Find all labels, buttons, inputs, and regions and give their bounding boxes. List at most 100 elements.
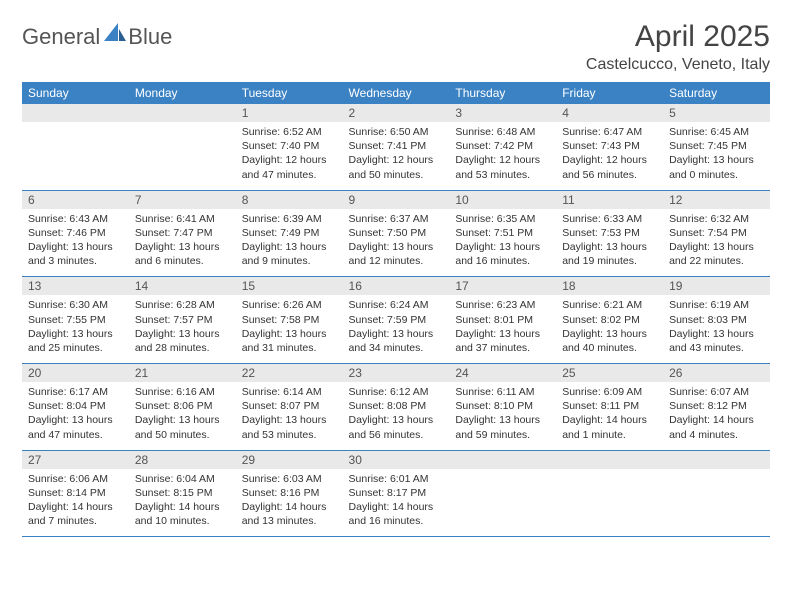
day-detail-line: Daylight: 12 hours and 50 minutes. [349,153,444,181]
calendar-cell: 15Sunrise: 6:26 AMSunset: 7:58 PMDayligh… [236,277,343,364]
day-detail-line: Sunset: 8:02 PM [562,313,657,327]
calendar-cell: 10Sunrise: 6:35 AMSunset: 7:51 PMDayligh… [449,190,556,277]
day-detail-line: Daylight: 13 hours and 22 minutes. [669,240,764,268]
day-detail-line: Daylight: 13 hours and 28 minutes. [135,327,230,355]
day-number: 3 [449,104,556,122]
day-detail-line: Daylight: 13 hours and 53 minutes. [242,413,337,441]
day-detail-line: Sunset: 7:46 PM [28,226,123,240]
day-detail-line: Daylight: 13 hours and 19 minutes. [562,240,657,268]
calendar-cell: 5Sunrise: 6:45 AMSunset: 7:45 PMDaylight… [663,104,770,190]
day-detail-line: Daylight: 12 hours and 53 minutes. [455,153,550,181]
calendar-week-row: 6Sunrise: 6:43 AMSunset: 7:46 PMDaylight… [22,190,770,277]
day-number: 7 [129,191,236,209]
day-detail-line: Sunset: 7:47 PM [135,226,230,240]
brand-logo: General Blue [22,24,172,50]
day-number [556,451,663,469]
day-detail-line: Sunset: 7:40 PM [242,139,337,153]
day-number: 13 [22,277,129,295]
day-detail-line: Daylight: 13 hours and 3 minutes. [28,240,123,268]
day-detail-line: Sunset: 8:10 PM [455,399,550,413]
day-details: Sunrise: 6:50 AMSunset: 7:41 PMDaylight:… [343,122,450,190]
day-number: 24 [449,364,556,382]
day-detail-line: Daylight: 13 hours and 56 minutes. [349,413,444,441]
day-detail-line: Sunrise: 6:47 AM [562,125,657,139]
weekday-header: Monday [129,82,236,104]
day-number: 27 [22,451,129,469]
day-number: 22 [236,364,343,382]
day-detail-line: Sunrise: 6:03 AM [242,472,337,486]
calendar-cell [129,104,236,190]
day-detail-line: Sunrise: 6:45 AM [669,125,764,139]
day-details: Sunrise: 6:28 AMSunset: 7:57 PMDaylight:… [129,295,236,363]
day-number: 11 [556,191,663,209]
calendar-cell: 17Sunrise: 6:23 AMSunset: 8:01 PMDayligh… [449,277,556,364]
calendar-week-row: 13Sunrise: 6:30 AMSunset: 7:55 PMDayligh… [22,277,770,364]
weekday-header: Tuesday [236,82,343,104]
weekday-header: Saturday [663,82,770,104]
day-detail-line: Daylight: 13 hours and 9 minutes. [242,240,337,268]
day-number: 4 [556,104,663,122]
calendar-cell: 2Sunrise: 6:50 AMSunset: 7:41 PMDaylight… [343,104,450,190]
day-detail-line: Daylight: 13 hours and 16 minutes. [455,240,550,268]
calendar-cell: 20Sunrise: 6:17 AMSunset: 8:04 PMDayligh… [22,364,129,451]
day-details: Sunrise: 6:16 AMSunset: 8:06 PMDaylight:… [129,382,236,450]
weekday-header: Friday [556,82,663,104]
title-block: April 2025 Castelcucco, Veneto, Italy [586,20,770,74]
day-details: Sunrise: 6:23 AMSunset: 8:01 PMDaylight:… [449,295,556,363]
day-detail-line: Sunrise: 6:26 AM [242,298,337,312]
day-detail-line: Sunset: 8:08 PM [349,399,444,413]
day-number: 14 [129,277,236,295]
day-detail-line: Daylight: 14 hours and 7 minutes. [28,500,123,528]
day-detail-line: Sunset: 8:14 PM [28,486,123,500]
header: General Blue April 2025 Castelcucco, Ven… [22,20,770,74]
day-detail-line: Sunrise: 6:33 AM [562,212,657,226]
day-detail-line: Sunrise: 6:23 AM [455,298,550,312]
day-number: 25 [556,364,663,382]
day-number [22,104,129,122]
day-detail-line: Daylight: 13 hours and 12 minutes. [349,240,444,268]
day-number: 10 [449,191,556,209]
calendar-table: Sunday Monday Tuesday Wednesday Thursday… [22,82,770,537]
day-detail-line: Sunrise: 6:41 AM [135,212,230,226]
day-detail-line: Sunset: 8:07 PM [242,399,337,413]
day-details: Sunrise: 6:39 AMSunset: 7:49 PMDaylight:… [236,209,343,277]
calendar-cell: 27Sunrise: 6:06 AMSunset: 8:14 PMDayligh… [22,450,129,537]
day-detail-line: Daylight: 14 hours and 16 minutes. [349,500,444,528]
calendar-cell: 13Sunrise: 6:30 AMSunset: 7:55 PMDayligh… [22,277,129,364]
day-detail-line: Sunset: 7:49 PM [242,226,337,240]
calendar-cell: 9Sunrise: 6:37 AMSunset: 7:50 PMDaylight… [343,190,450,277]
day-details: Sunrise: 6:43 AMSunset: 7:46 PMDaylight:… [22,209,129,277]
day-detail-line: Sunset: 7:54 PM [669,226,764,240]
day-details [556,469,663,527]
day-details: Sunrise: 6:04 AMSunset: 8:15 PMDaylight:… [129,469,236,537]
calendar-cell: 14Sunrise: 6:28 AMSunset: 7:57 PMDayligh… [129,277,236,364]
calendar-cell: 11Sunrise: 6:33 AMSunset: 7:53 PMDayligh… [556,190,663,277]
day-details [22,122,129,180]
day-detail-line: Sunset: 8:01 PM [455,313,550,327]
day-detail-line: Sunset: 8:16 PM [242,486,337,500]
calendar-cell [22,104,129,190]
day-details [449,469,556,527]
day-detail-line: Sunset: 8:15 PM [135,486,230,500]
day-detail-line: Sunset: 8:04 PM [28,399,123,413]
day-number: 28 [129,451,236,469]
day-details: Sunrise: 6:33 AMSunset: 7:53 PMDaylight:… [556,209,663,277]
day-details: Sunrise: 6:01 AMSunset: 8:17 PMDaylight:… [343,469,450,537]
day-detail-line: Sunrise: 6:17 AM [28,385,123,399]
day-number: 12 [663,191,770,209]
day-number: 18 [556,277,663,295]
calendar-week-row: 20Sunrise: 6:17 AMSunset: 8:04 PMDayligh… [22,364,770,451]
day-detail-line: Daylight: 12 hours and 56 minutes. [562,153,657,181]
day-details: Sunrise: 6:30 AMSunset: 7:55 PMDaylight:… [22,295,129,363]
day-detail-line: Sunrise: 6:16 AM [135,385,230,399]
calendar-cell: 28Sunrise: 6:04 AMSunset: 8:15 PMDayligh… [129,450,236,537]
day-details: Sunrise: 6:26 AMSunset: 7:58 PMDaylight:… [236,295,343,363]
day-detail-line: Sunset: 7:45 PM [669,139,764,153]
day-detail-line: Daylight: 12 hours and 47 minutes. [242,153,337,181]
day-details: Sunrise: 6:07 AMSunset: 8:12 PMDaylight:… [663,382,770,450]
day-details: Sunrise: 6:24 AMSunset: 7:59 PMDaylight:… [343,295,450,363]
day-detail-line: Daylight: 13 hours and 59 minutes. [455,413,550,441]
day-detail-line: Sunrise: 6:04 AM [135,472,230,486]
weekday-header: Thursday [449,82,556,104]
day-detail-line: Sunrise: 6:14 AM [242,385,337,399]
